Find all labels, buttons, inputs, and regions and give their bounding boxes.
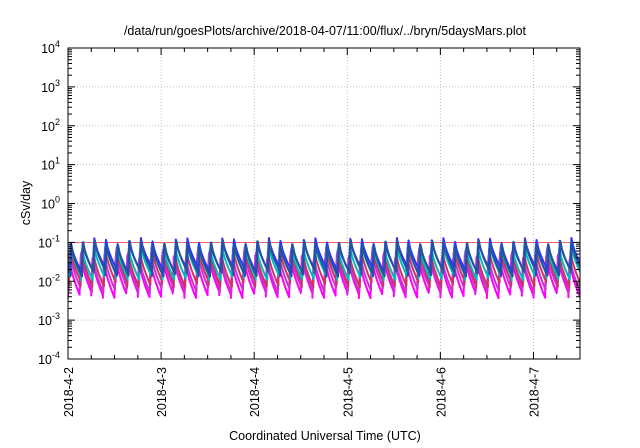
y-tick-base: 10 — [41, 42, 55, 56]
x-axis-label: Coordinated Universal Time (UTC) — [229, 429, 421, 443]
x-tick-label: 2018-4-7 — [527, 367, 541, 417]
y-axis-label: cSv/day — [19, 180, 33, 225]
y-tick-label: 10-4 — [38, 350, 60, 367]
y-tick-base: 10 — [41, 198, 55, 212]
y-tick-base: 10 — [41, 120, 55, 134]
plot-area — [68, 237, 580, 300]
y-tick-label: 104 — [41, 39, 60, 56]
y-tick-exponent: -1 — [52, 233, 60, 243]
y-tick-exponent: -4 — [52, 350, 60, 360]
x-axis: 2018-4-2 2018-4-3 2018-4-4 2018-4-5 2018-4-6… — [62, 48, 558, 417]
y-tick-exponent: -2 — [52, 272, 60, 282]
y-tick-exponent: 0 — [55, 195, 60, 205]
y-tick-base: 10 — [41, 81, 55, 95]
series-line — [68, 239, 580, 278]
y-tick-label: 102 — [41, 117, 60, 134]
y-tick-label: 10-2 — [38, 272, 60, 289]
y-tick-base: 10 — [38, 275, 52, 289]
y-tick-base: 10 — [38, 353, 52, 367]
y-tick-label: 103 — [41, 78, 60, 95]
x-tick-label: 2018-4-6 — [434, 367, 448, 417]
y-tick-exponent: 1 — [55, 156, 60, 166]
y-tick-label: 101 — [41, 156, 60, 173]
y-tick-base: 10 — [38, 314, 52, 328]
y-tick-exponent: 4 — [55, 39, 60, 49]
y-tick-exponent: 2 — [55, 117, 60, 127]
x-tick-label: 2018-4-5 — [341, 367, 355, 417]
x-tick-label: 2018-4-2 — [62, 367, 76, 417]
y-tick-label: 100 — [41, 195, 60, 212]
series-group — [68, 237, 580, 300]
x-tick-label: 2018-4-4 — [248, 367, 262, 417]
y-tick-label: 10-3 — [38, 311, 60, 328]
grid — [68, 48, 580, 359]
y-tick-label: 10-1 — [38, 233, 60, 250]
x-tick-label: 2018-4-3 — [155, 367, 169, 417]
chart-title: /data/run/goesPlots/archive/2018-04-07/1… — [124, 24, 527, 38]
y-tick-exponent: 3 — [55, 78, 60, 88]
y-tick-exponent: -3 — [52, 311, 60, 321]
y-tick-base: 10 — [38, 236, 52, 250]
y-tick-base: 10 — [41, 159, 55, 173]
